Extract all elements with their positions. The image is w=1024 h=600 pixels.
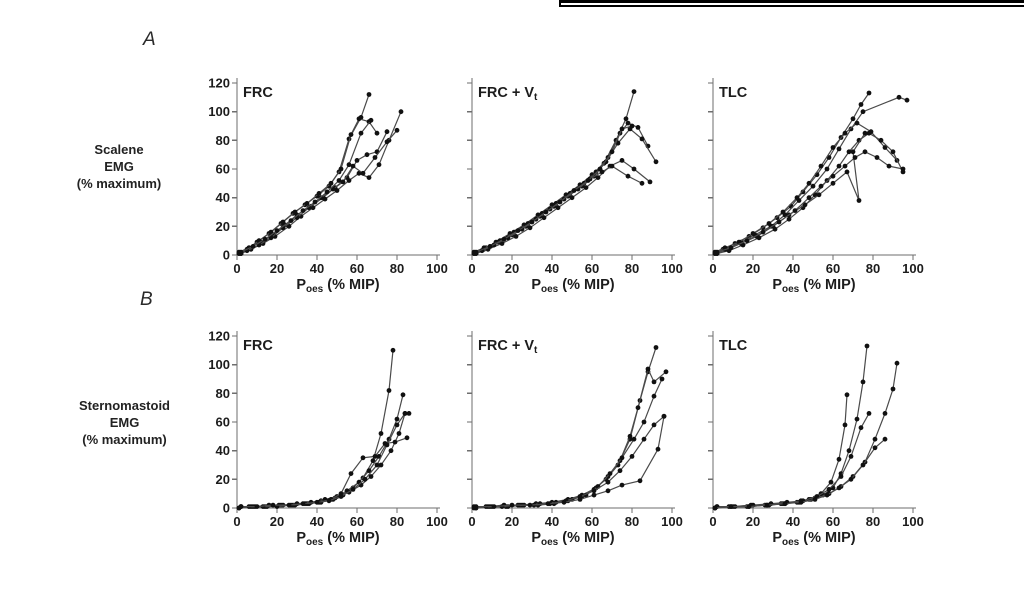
svg-text:0: 0 xyxy=(233,514,240,529)
svg-text:0: 0 xyxy=(223,501,230,516)
svg-text:100: 100 xyxy=(426,261,448,276)
svg-text:Poes (% MIP): Poes (% MIP) xyxy=(296,277,379,295)
svg-text:80: 80 xyxy=(390,514,404,529)
svg-text:FRC + Vt: FRC + Vt xyxy=(478,85,538,103)
svg-text:80: 80 xyxy=(625,261,639,276)
svg-text:Poes (% MIP): Poes (% MIP) xyxy=(772,530,855,548)
window-frame-edge xyxy=(559,0,1024,7)
svg-text:0: 0 xyxy=(233,261,240,276)
svg-text:100: 100 xyxy=(208,357,230,372)
svg-text:60: 60 xyxy=(826,514,840,529)
chart-panel-b-frc: 0 20 40 60 80 100 0 20 40 60 80 100 120 FRC Poes (% MI… xyxy=(197,328,467,558)
svg-text:100: 100 xyxy=(208,104,230,119)
svg-text:60: 60 xyxy=(585,261,599,276)
row-b-ylabel-line3: (% maximum) xyxy=(82,432,167,447)
svg-text:120: 120 xyxy=(208,329,230,344)
svg-text:0: 0 xyxy=(709,261,716,276)
svg-text:0: 0 xyxy=(468,261,475,276)
svg-text:80: 80 xyxy=(390,261,404,276)
svg-text:20: 20 xyxy=(216,219,230,234)
svg-text:40: 40 xyxy=(216,190,230,205)
svg-text:40: 40 xyxy=(310,514,324,529)
svg-text:100: 100 xyxy=(661,261,683,276)
row-b-ylabel-line2: EMG xyxy=(109,415,140,430)
svg-text:Poes (% MIP): Poes (% MIP) xyxy=(531,277,614,295)
svg-text:60: 60 xyxy=(216,162,230,177)
svg-text:FRC: FRC xyxy=(243,338,273,354)
chart-panel-a-frc-vt: 0 20 40 60 80 100 FRC + Vt Poes (% MIP) xyxy=(432,75,702,305)
window-frame-edge-gap xyxy=(561,3,1024,5)
svg-text:60: 60 xyxy=(216,415,230,430)
svg-text:60: 60 xyxy=(350,514,364,529)
svg-text:20: 20 xyxy=(505,261,519,276)
row-a-ylabel-line2: EMG xyxy=(104,159,134,174)
chart-panel-b-tlc: 0 20 40 60 80 100 TLC Poes (% MIP) xyxy=(673,328,943,558)
svg-text:80: 80 xyxy=(216,133,230,148)
chart-panel-a-frc: 0 20 40 60 80 100 0 20 40 60 80 100 120 FRC Poes (% MI… xyxy=(197,75,467,305)
svg-text:60: 60 xyxy=(826,261,840,276)
svg-text:FRC + Vt: FRC + Vt xyxy=(478,338,538,356)
row-a-ylabel: Scalene EMG (% maximum) xyxy=(40,141,198,192)
svg-text:0: 0 xyxy=(709,514,716,529)
svg-text:60: 60 xyxy=(350,261,364,276)
svg-text:FRC: FRC xyxy=(243,85,273,101)
svg-text:120: 120 xyxy=(208,76,230,91)
svg-text:TLC: TLC xyxy=(719,338,748,354)
row-b-ylabel-line1: Sternomastoid xyxy=(78,398,170,413)
row-a-ylabel-line3: (% maximum) xyxy=(76,176,162,191)
svg-text:TLC: TLC xyxy=(719,85,748,101)
svg-text:40: 40 xyxy=(310,261,324,276)
svg-text:40: 40 xyxy=(216,443,230,458)
svg-text:80: 80 xyxy=(625,514,639,529)
svg-text:20: 20 xyxy=(746,261,760,276)
svg-text:Poes (% MIP): Poes (% MIP) xyxy=(296,530,379,548)
svg-text:0: 0 xyxy=(468,514,475,529)
svg-text:20: 20 xyxy=(746,514,760,529)
svg-text:80: 80 xyxy=(866,514,880,529)
svg-text:20: 20 xyxy=(270,514,284,529)
svg-text:40: 40 xyxy=(786,261,800,276)
svg-text:40: 40 xyxy=(545,514,559,529)
row-b-ylabel: Sternomastoid EMG (% maximum) xyxy=(42,397,207,448)
svg-text:100: 100 xyxy=(426,514,448,529)
svg-text:100: 100 xyxy=(902,514,924,529)
svg-text:40: 40 xyxy=(545,261,559,276)
chart-panel-a-tlc: 0 20 40 60 80 100 TLC Poes (% MIP) xyxy=(673,75,943,305)
svg-text:20: 20 xyxy=(270,261,284,276)
svg-text:Poes (% MIP): Poes (% MIP) xyxy=(772,277,855,295)
panel-a-label: A xyxy=(143,29,156,50)
svg-text:40: 40 xyxy=(786,514,800,529)
svg-text:0: 0 xyxy=(223,248,230,263)
svg-text:60: 60 xyxy=(585,514,599,529)
row-a-ylabel-line1: Scalene xyxy=(94,142,144,157)
svg-text:80: 80 xyxy=(216,386,230,401)
svg-text:Poes (% MIP): Poes (% MIP) xyxy=(531,530,614,548)
svg-text:20: 20 xyxy=(216,472,230,487)
svg-text:80: 80 xyxy=(866,261,880,276)
chart-panel-b-frc-vt: 0 20 40 60 80 100 FRC + Vt Poes (% MIP) xyxy=(432,328,702,558)
svg-text:20: 20 xyxy=(505,514,519,529)
svg-text:100: 100 xyxy=(661,514,683,529)
svg-text:100: 100 xyxy=(902,261,924,276)
panel-b-label: B xyxy=(140,289,153,310)
